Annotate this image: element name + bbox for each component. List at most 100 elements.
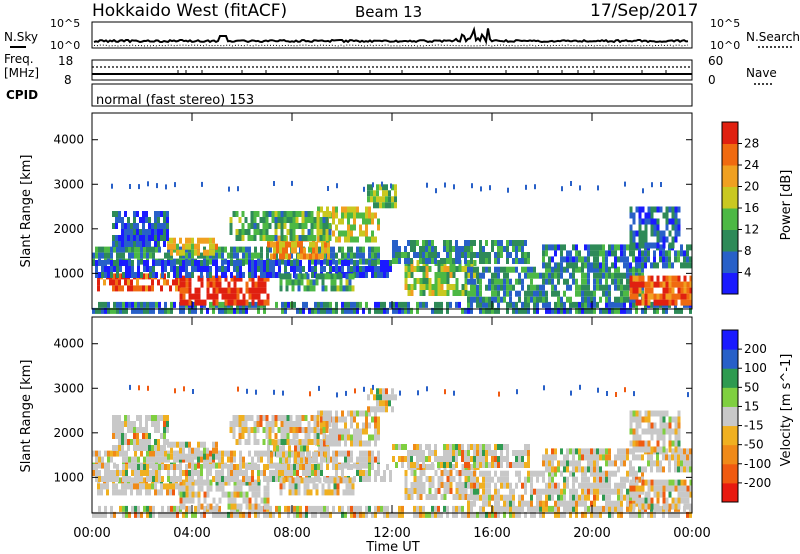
- range-gate-cell: [443, 482, 447, 488]
- range-gate-cell: [399, 390, 401, 396]
- range-gate-cell: [422, 450, 425, 456]
- range-gate-cell: [521, 246, 524, 252]
- range-gate-cell: [136, 433, 139, 439]
- range-gate-cell: [494, 290, 497, 297]
- range-gate-cell: [146, 464, 149, 470]
- range-gate-cell: [668, 479, 672, 486]
- range-gate-cell: [172, 279, 175, 286]
- range-gate-cell: [307, 439, 311, 445]
- range-gate-cell: [338, 258, 341, 265]
- range-gate-cell: [299, 266, 302, 272]
- range-gate-cell: [482, 476, 485, 483]
- range-gate-cell: [608, 500, 611, 507]
- range-gate-cell: [479, 284, 482, 291]
- range-gate-cell: [557, 262, 560, 269]
- range-gate-cell: [185, 252, 188, 259]
- range-gate-cell: [383, 272, 386, 278]
- range-gate-cell: [479, 444, 482, 450]
- range-gate-cell: [506, 301, 509, 308]
- range-gate-cell: [566, 307, 569, 314]
- range-gate-cell: [548, 256, 551, 263]
- range-gate-cell: [455, 444, 458, 450]
- range-gate-cell: [680, 307, 683, 314]
- range-gate-cell: [182, 275, 186, 282]
- range-gate-cell: [379, 406, 382, 413]
- range-gate-cell: [512, 301, 515, 308]
- range-gate-cell: [304, 433, 308, 439]
- range-gate-cell: [197, 456, 200, 463]
- range-gate-cell: [500, 240, 503, 246]
- range-gate-cell: [491, 511, 494, 518]
- range-gate-cell: [347, 428, 350, 435]
- range-gate-cell: [677, 511, 680, 518]
- range-gate-cell: [280, 427, 284, 433]
- range-gate-cell: [363, 386, 365, 392]
- range-gate-cell: [458, 476, 462, 482]
- range-gate-cell: [635, 242, 639, 249]
- range-gate-cell: [335, 410, 338, 417]
- range-gate-cell: [292, 223, 296, 229]
- range-gate-cell: [620, 476, 623, 483]
- range-gate-cell: [311, 505, 314, 512]
- range-gate-cell: [116, 301, 119, 308]
- range-gate-cell: [494, 511, 497, 518]
- range-gate-cell: [668, 422, 672, 429]
- range-gate-cell: [506, 444, 509, 450]
- range-gate-cell: [332, 206, 335, 213]
- range-gate-cell: [161, 511, 164, 518]
- range-gate-cell: [110, 456, 113, 463]
- range-gate-cell: [280, 223, 284, 229]
- range-gate-cell: [431, 284, 435, 290]
- colorbar-swatch: [722, 208, 738, 230]
- range-gate-cell: [185, 287, 189, 294]
- range-gate-cell: [335, 464, 338, 470]
- range-gate-cell: [611, 511, 614, 518]
- range-gate-cell: [348, 279, 352, 286]
- range-gate-cell: [280, 433, 284, 439]
- range-gate-cell: [638, 275, 642, 282]
- range-gate-cell: [142, 273, 145, 280]
- range-gate-cell: [233, 252, 236, 259]
- range-gate-cell: [315, 253, 318, 260]
- range-gate-cell: [344, 260, 347, 266]
- range-gate-cell: [590, 290, 593, 297]
- range-gate-cell: [659, 293, 663, 300]
- range-gate-cell: [254, 503, 258, 510]
- range-gate-cell: [425, 284, 429, 290]
- range-gate-cell: [353, 260, 356, 266]
- range-gate-cell: [650, 428, 654, 435]
- range-gate-cell: [304, 235, 308, 241]
- range-gate-cell: [608, 494, 611, 501]
- range-gate-cell: [578, 290, 581, 297]
- range-gate-cell: [197, 479, 201, 486]
- range-gate-cell: [221, 307, 224, 314]
- range-gate-cell: [404, 252, 407, 258]
- range-gate-cell: [374, 511, 377, 518]
- range-gate-cell: [503, 482, 506, 489]
- range-gate-cell: [280, 415, 284, 421]
- range-gate-cell: [273, 445, 276, 452]
- range-gate-cell: [125, 272, 128, 278]
- range-gate-cell: [674, 230, 678, 237]
- range-gate-cell: [677, 206, 681, 213]
- range-gate-cell: [488, 494, 491, 501]
- range-gate-cell: [224, 272, 227, 278]
- range-gate-cell: [315, 247, 318, 254]
- range-gate-cell: [443, 450, 446, 456]
- range-gate-cell: [605, 482, 608, 489]
- range-gate-cell: [518, 456, 521, 462]
- range-gate-cell: [239, 450, 242, 457]
- range-gate-cell: [641, 293, 645, 300]
- range-gate-cell: [419, 482, 423, 488]
- range-gate-cell: [453, 390, 455, 396]
- range-gate-cell: [365, 440, 368, 447]
- range-gate-cell: [289, 217, 293, 223]
- range-gate-cell: [310, 427, 314, 433]
- range-gate-cell: [521, 500, 524, 507]
- range-gate-cell: [596, 494, 599, 501]
- range-gate-cell: [479, 301, 482, 308]
- range-gate-cell: [416, 511, 419, 518]
- range-gate-cell: [644, 503, 648, 510]
- range-gate-cell: [254, 287, 258, 294]
- colorbar-swatch: [722, 165, 738, 187]
